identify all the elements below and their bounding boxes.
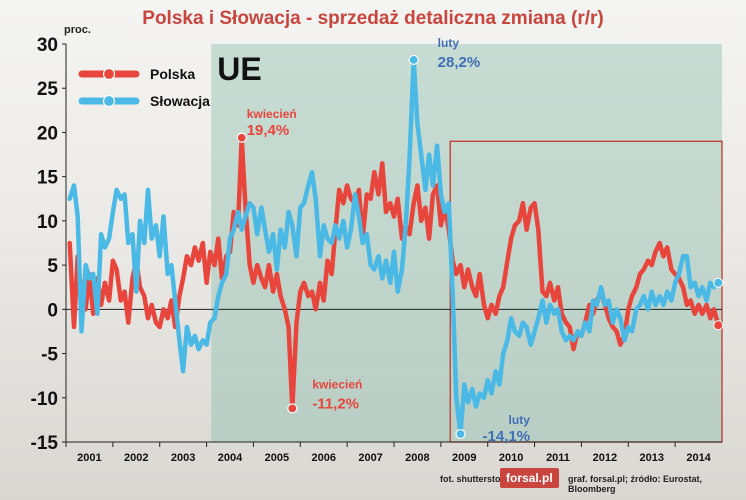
x-tick-label: 2003 (171, 452, 195, 464)
legend-marker (102, 67, 116, 81)
annotation-month: kwiecień (247, 107, 297, 121)
legend-label: Polska (150, 66, 195, 82)
photo-credit: fot. shutterstock (440, 474, 511, 484)
annotation-marker (408, 54, 419, 66)
y-tick-label: 0 (47, 300, 58, 321)
y-tick-label: 30 (37, 35, 58, 56)
x-tick-label: 2007 (358, 452, 382, 464)
annotation-month: luty (438, 36, 460, 50)
annotation-marker (287, 403, 298, 414)
annotation-marker (236, 132, 247, 143)
x-tick-label: 2009 (452, 452, 476, 464)
y-tick-label: 20 (37, 123, 58, 144)
x-tick-label: 2011 (546, 452, 570, 464)
forsal-logo: forsal.pl (500, 468, 559, 488)
y-tick-label: 10 (37, 212, 58, 233)
y-tick-label: -15 (31, 433, 59, 454)
series-line-slowacja (67, 57, 721, 437)
annotation-value: 28,2% (438, 54, 481, 71)
x-tick-label: 2005 (265, 452, 289, 464)
source-credit: graf. forsal.pl; źródło: Eurostat, Bloom… (568, 474, 703, 494)
x-tick-label: 2002 (124, 452, 148, 464)
x-tick-label: 2006 (311, 452, 335, 464)
unit-label: proc. (64, 24, 91, 36)
x-tick-label: 2004 (218, 452, 243, 464)
series-end-marker (713, 277, 724, 288)
x-tick-label: 2008 (405, 452, 429, 464)
highlight-region-label: UE (217, 51, 261, 87)
y-tick-label: 25 (37, 79, 59, 100)
highlight-region (211, 44, 722, 442)
x-tick-label: 2012 (593, 452, 617, 464)
y-tick-label: 5 (47, 256, 58, 277)
x-tick-label: 2001 (77, 452, 101, 464)
annotation-month: luty (509, 413, 531, 427)
y-tick-label: -5 (41, 345, 58, 366)
x-tick-label: 2014 (686, 452, 711, 464)
annotation-marker (455, 428, 466, 440)
legend-label: Słowacja (150, 93, 210, 109)
x-tick-label: 2010 (499, 452, 523, 464)
series-end-marker (713, 320, 724, 331)
y-tick-label: -10 (31, 389, 58, 410)
chart-title: Polska i Słowacja - sprzedaż detaliczna … (142, 8, 604, 29)
annotation-value: -14,1% (483, 428, 531, 445)
x-tick-label: 2013 (639, 452, 663, 464)
annotation-month: kwiecień (312, 377, 362, 391)
legend-marker (102, 94, 116, 108)
y-tick-label: 15 (37, 168, 59, 189)
annotation-value: 19,4% (247, 122, 290, 139)
annotation-value: -11,2% (312, 395, 359, 412)
